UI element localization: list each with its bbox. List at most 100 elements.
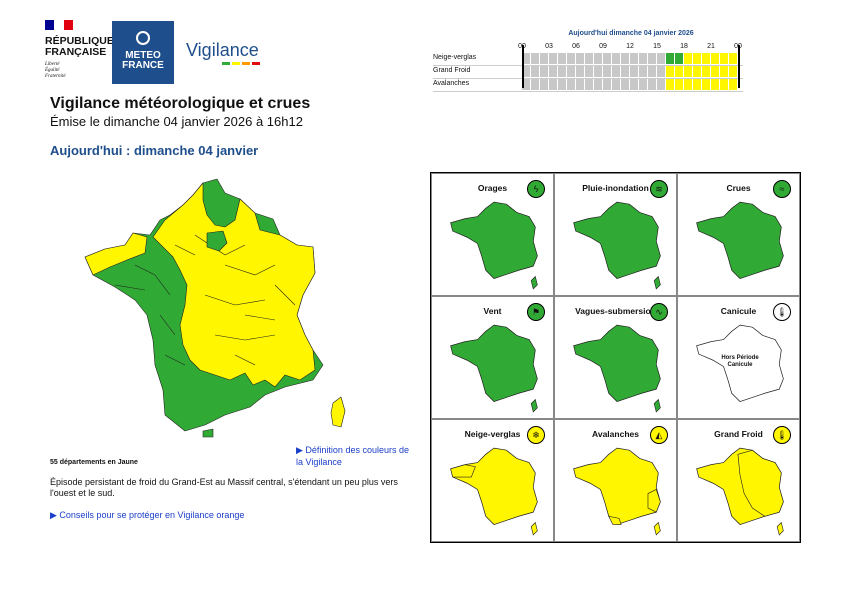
mini-france-map xyxy=(696,201,784,279)
timeline-segment xyxy=(648,79,657,90)
timeline-segment xyxy=(648,53,657,64)
timeline-segment xyxy=(684,53,693,64)
timeline-segment xyxy=(639,53,648,64)
timeline-segment xyxy=(585,79,594,90)
wave-icon: ∿ xyxy=(650,303,668,321)
timeline-segment xyxy=(666,66,675,77)
timeline-segment xyxy=(585,53,594,64)
meteo-france-emblem-icon xyxy=(136,31,150,45)
timeline-segment xyxy=(531,53,540,64)
france-vigilance-map[interactable] xyxy=(75,175,360,445)
timeline-segment xyxy=(675,79,684,90)
timeline-segment xyxy=(648,66,657,77)
phenomenon-title: Pluie-inondation xyxy=(582,183,649,193)
timeline-segment xyxy=(720,53,729,64)
cold-thermometer-icon: 🌡 xyxy=(773,426,791,444)
timeline-track xyxy=(522,53,738,64)
timeline-hours: 000306091215182100 xyxy=(512,43,752,53)
timeline-track xyxy=(522,66,738,77)
timeline-segment xyxy=(621,66,630,77)
definition-colors-link[interactable]: ▶ Définition des couleurs de la Vigilanc… xyxy=(296,445,409,467)
phenomenon-card[interactable]: Vagues-submersion ∿ xyxy=(554,296,677,419)
phenomenon-title: Grand Froid xyxy=(714,429,763,439)
timeline-segment xyxy=(693,79,702,90)
meteo-france-logo[interactable]: METEO FRANCE xyxy=(112,21,174,84)
mini-france-map xyxy=(450,447,538,536)
timeline-segment xyxy=(693,66,702,77)
mini-france-map xyxy=(573,324,661,413)
phenomenon-card[interactable]: Pluie-inondation ≋ xyxy=(554,173,677,296)
timeline-segment xyxy=(612,53,621,64)
timeline-segment xyxy=(594,66,603,77)
phenomenon-title: Vent xyxy=(483,306,502,316)
timeline-hour-label: 06 xyxy=(572,43,580,50)
timeline-segment xyxy=(702,53,711,64)
republique-flag-icon xyxy=(45,20,73,30)
timeline-segment xyxy=(729,53,738,64)
timeline-segment xyxy=(576,79,585,90)
timeline-segment xyxy=(567,79,576,90)
mini-france-map xyxy=(696,324,784,402)
phenomenon-card[interactable]: Avalanches ◭ xyxy=(554,419,677,542)
timeline-segment xyxy=(666,53,675,64)
phenomenon-title: Canicule xyxy=(720,306,757,316)
timeline-row-label: Avalanches xyxy=(433,80,470,87)
timeline-segment xyxy=(711,79,720,90)
emission-date: Émise le dimanche 04 janvier 2026 à 16h1… xyxy=(50,114,303,129)
wind-icon: ⚑ xyxy=(527,303,545,321)
timeline-segment xyxy=(684,79,693,90)
timeline-segment xyxy=(711,53,720,64)
timeline-segment xyxy=(522,53,531,64)
timeline-day-marker xyxy=(738,45,740,88)
timeline-segment xyxy=(540,79,549,90)
yellow-department-count: 55 départements en Jaune xyxy=(50,459,138,466)
timeline-hour-label: 03 xyxy=(545,43,553,50)
conseils-orange-link[interactable]: ▶ Conseils pour se protéger en Vigilance… xyxy=(50,510,245,520)
vigilance-colors-icon xyxy=(222,62,260,65)
republique-francaise-logo: RÉPUBLIQUE FRANÇAISE xyxy=(45,35,114,58)
timeline-segment xyxy=(729,79,738,90)
timeline-segment xyxy=(540,53,549,64)
timeline-segment xyxy=(666,79,675,90)
timeline-hour-label: 18 xyxy=(680,43,688,50)
timeline-hour-label: 12 xyxy=(626,43,634,50)
timeline-segment xyxy=(603,66,612,77)
mini-france-map xyxy=(696,447,784,536)
phenomenon-title: Orages xyxy=(477,183,508,193)
timeline-hour-label: 15 xyxy=(653,43,661,50)
phenomenon-card[interactable]: Grand Froid 🌡 xyxy=(677,419,800,542)
timeline-segment xyxy=(657,53,666,64)
timeline-segment xyxy=(675,53,684,64)
timeline-segment xyxy=(576,66,585,77)
timeline-segment xyxy=(549,79,558,90)
phenomenon-card[interactable]: Crues ≈ xyxy=(677,173,800,296)
episode-description: Épisode persistant de froid du Grand-Est… xyxy=(50,477,398,498)
phenomenon-title: Vagues-submersion xyxy=(575,306,656,316)
phenomenon-card[interactable]: Canicule 🌡 Hors Période Canicule xyxy=(677,296,800,419)
mini-france-map xyxy=(450,201,538,290)
mini-france-map xyxy=(450,324,538,413)
timeline-segment xyxy=(720,79,729,90)
timeline-track xyxy=(522,79,738,90)
flood-icon: ≈ xyxy=(773,180,791,198)
timeline-day-marker xyxy=(522,45,524,88)
mini-france-map xyxy=(573,447,661,536)
phenomenon-card[interactable]: Orages ϟ xyxy=(431,173,554,296)
timeline-segment xyxy=(594,79,603,90)
phenomenon-card[interactable]: Vent ⚑ xyxy=(431,296,554,419)
timeline-segment xyxy=(549,66,558,77)
timeline-segment xyxy=(693,53,702,64)
timeline-segment xyxy=(630,53,639,64)
timeline-segment xyxy=(702,79,711,90)
timeline-segment xyxy=(675,66,684,77)
page-title: Vigilance météorologique et crues xyxy=(50,95,311,112)
snowflake-icon: ❄ xyxy=(527,426,545,444)
avalanche-icon: ◭ xyxy=(650,426,668,444)
timeline-segment xyxy=(612,79,621,90)
timeline-segment xyxy=(657,79,666,90)
timeline-segment xyxy=(630,66,639,77)
timeline-segment xyxy=(720,66,729,77)
timeline-segment xyxy=(639,79,648,90)
phenomenon-card[interactable]: Neige-verglas ❄ xyxy=(431,419,554,542)
timeline-segment xyxy=(612,66,621,77)
